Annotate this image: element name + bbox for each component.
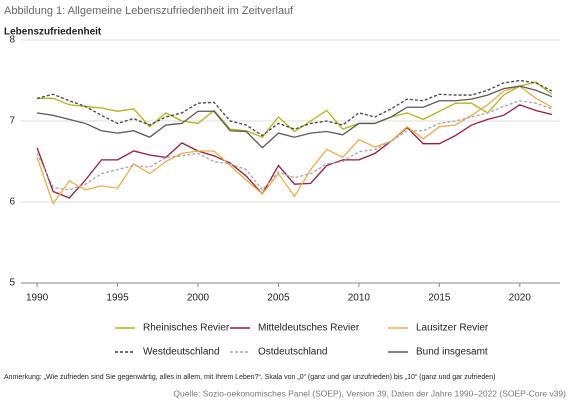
x-tick-label: 2000 <box>187 293 210 304</box>
x-tick-label: 1995 <box>106 293 129 304</box>
line <box>37 81 553 138</box>
line <box>36 79 553 137</box>
chart-title: Abbildung 1: Allgemeine Lebenszufriedenh… <box>4 5 294 17</box>
y-tick-label: 8 <box>9 35 15 46</box>
x-tick-label: 2020 <box>509 293 532 304</box>
x-tick-label: 2015 <box>428 293 451 304</box>
line <box>36 85 553 206</box>
line <box>36 100 553 191</box>
line <box>36 104 553 199</box>
legend-label: Lausitzer Revier <box>416 323 489 334</box>
y-axis-label: Lebenszufriedenheit <box>4 27 102 38</box>
y-tick-label: 7 <box>9 116 15 127</box>
source: Quelle: Sozio-oekonomisches Panel (SOEP)… <box>173 388 566 398</box>
legend-label: Westdeutschland <box>143 347 220 358</box>
y-tick-label: 6 <box>9 197 15 208</box>
y-tick-label: 5 <box>9 278 15 289</box>
line <box>36 85 553 149</box>
x-tick-label: 2005 <box>267 293 290 304</box>
x-tick-label: 1990 <box>26 293 49 304</box>
legend-label: Mitteldeutsches Revier <box>258 323 360 334</box>
x-tick-label: 2010 <box>348 293 371 304</box>
note: Anmerkung: „Wie zufrieden sind Sie gegen… <box>4 374 495 381</box>
legend-label: Bund insgesamt <box>416 347 488 358</box>
legend-label: Rheinisches Revier <box>143 323 230 334</box>
legend-label: Ostdeutschland <box>258 347 328 358</box>
